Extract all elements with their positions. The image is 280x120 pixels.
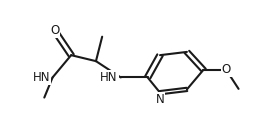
Text: HN: HN [100, 71, 118, 84]
Text: O: O [50, 24, 59, 37]
Text: HN: HN [32, 71, 50, 84]
Text: N: N [156, 93, 164, 106]
Text: O: O [221, 63, 231, 76]
